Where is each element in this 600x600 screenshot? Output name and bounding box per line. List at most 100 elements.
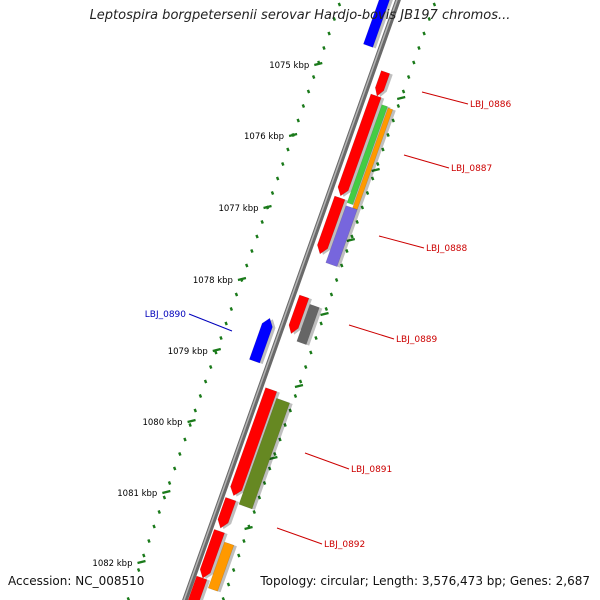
kbp-label: 1081 kbp	[117, 489, 157, 499]
label-leader-lines	[188, 91, 469, 545]
tick-dot-inner	[309, 350, 313, 355]
kbp-major-tick	[187, 418, 196, 424]
cog-band-gray[interactable]	[296, 303, 320, 346]
cog-band-orange-2[interactable]	[207, 541, 235, 592]
tick-dot-inner	[334, 277, 339, 283]
kbp-major-tick	[314, 61, 323, 67]
tick-dot-inner	[370, 176, 375, 181]
tick-dot-outer	[234, 292, 239, 297]
gene-lbj-0893[interactable]	[199, 528, 225, 579]
cog-band-olive[interactable]	[238, 397, 291, 510]
gene-label-lbj-0889-leader	[348, 324, 395, 340]
tick-dot-inner	[319, 321, 323, 326]
tick-dot-outer	[327, 31, 331, 36]
tick-dot-inner	[273, 451, 277, 457]
tick-dot-outer	[219, 335, 223, 341]
tick-dot-inner	[226, 582, 231, 587]
tick-dot-outer	[296, 118, 300, 123]
kbp-label: 1079 kbp	[168, 347, 208, 357]
tick-dot-inner	[293, 393, 298, 399]
gene-label-lbj-0887[interactable]: LBJ_0887	[451, 164, 492, 174]
kbp-major-tick	[371, 167, 380, 173]
tick-dot-outer	[322, 45, 326, 51]
tick-dot-inner	[417, 45, 421, 51]
gene-label-lbj-0886[interactable]: LBJ_0886	[470, 100, 512, 110]
tick-dot-outer	[224, 321, 228, 326]
tick-dot-inner	[237, 553, 241, 558]
tick-dot-outer	[172, 466, 177, 471]
tick-dot-outer	[270, 190, 275, 196]
map-labels: 1075 kbp 1076 kbp 1077 kbp 1078 kbp 1079 kbp…	[92, 61, 511, 569]
gene-label-lbj-0888[interactable]: LBJ_0888	[426, 244, 468, 254]
gene-lbj-0894[interactable]	[184, 575, 208, 600]
gene-label-lbj-0889[interactable]: LBJ_0889	[396, 335, 438, 345]
tick-dot-outer	[203, 379, 208, 384]
tick-dot-inner	[262, 480, 267, 486]
kbp-major-tick	[269, 455, 278, 461]
tick-dot-inner	[432, 2, 437, 7]
tick-dot-outer	[193, 408, 197, 413]
backbone-line	[182, 0, 401, 600]
kbp-major-tick	[294, 383, 304, 389]
gene-lbj-0892[interactable]	[217, 496, 237, 529]
tick-dot-outer	[337, 2, 342, 7]
kbp-major-tick	[212, 347, 222, 353]
tick-dot-inner	[221, 596, 226, 600]
gene-lbj-0889[interactable]	[288, 294, 310, 335]
kbp-label: 1082 kbp	[92, 559, 132, 569]
cog-band-green[interactable]	[346, 104, 388, 206]
tick-dot-inner	[386, 132, 390, 138]
tick-dot-outer	[208, 364, 213, 370]
tick-dot-inner	[324, 306, 329, 312]
tick-dot-inner	[422, 31, 426, 36]
kbp-major-tick	[396, 95, 406, 101]
tick-dot-inner	[345, 248, 349, 254]
tick-dot-inner	[427, 16, 431, 22]
gene-label-lbj-0886-leader	[421, 91, 469, 105]
tick-dot-outer	[136, 567, 141, 573]
tick-dot-inner	[406, 74, 411, 80]
tick-dot-outer	[183, 437, 187, 442]
tick-dot-inner	[355, 219, 359, 225]
kbp-label: 1076 kbp	[244, 132, 284, 142]
tick-dot-outer	[286, 147, 290, 152]
tick-dot-outer	[157, 509, 161, 515]
accession-label: Accession: NC_008510	[8, 574, 145, 588]
gene-blue-top[interactable]	[363, 0, 394, 48]
tick-dot-outer	[198, 393, 203, 399]
kbp-major-tick	[263, 204, 272, 210]
tick-dot-outer	[260, 219, 264, 225]
gene-label-lbj-0892[interactable]: LBJ_0892	[324, 540, 365, 550]
gene-lbj-0887[interactable]	[337, 93, 382, 197]
gene-label-lbj-0891[interactable]: LBJ_0891	[351, 465, 392, 475]
tick-dot-outer	[142, 553, 146, 558]
tick-dot-inner	[329, 292, 334, 297]
kbp-tick-rings	[126, 2, 437, 600]
tick-dot-inner	[340, 263, 344, 268]
kbp-major-tick	[162, 489, 171, 495]
tick-dot-outer	[162, 495, 167, 500]
chromosome-backbone	[182, 0, 401, 600]
gene-lbj-0890[interactable]	[249, 317, 273, 364]
tick-dot-outer	[178, 451, 182, 457]
gene-lbj-0888[interactable]	[317, 195, 346, 255]
tick-dot-inner	[396, 103, 401, 109]
tick-dot-inner	[283, 422, 287, 428]
gene-lbj-0891[interactable]	[230, 387, 278, 497]
gene-lbj-0886[interactable]	[374, 70, 391, 97]
tick-dot-inner	[391, 118, 395, 123]
cog-band-purple[interactable]	[325, 205, 358, 267]
kbp-major-tick	[237, 276, 247, 282]
gene-label-lbj-0890[interactable]: LBJ_0890	[145, 310, 187, 320]
tick-dot-inner	[314, 335, 318, 341]
tick-dot-inner	[267, 466, 272, 471]
tick-dot-outer	[275, 176, 280, 181]
backbone-highlight	[183, 0, 398, 600]
tick-dot-outer	[332, 16, 336, 22]
kbp-label: 1077 kbp	[218, 204, 258, 214]
tick-dot-outer	[301, 103, 306, 109]
tick-dot-outer	[188, 422, 192, 428]
gene-label-lbj-0887-leader	[403, 154, 450, 169]
kbp-major-tick	[244, 525, 253, 531]
